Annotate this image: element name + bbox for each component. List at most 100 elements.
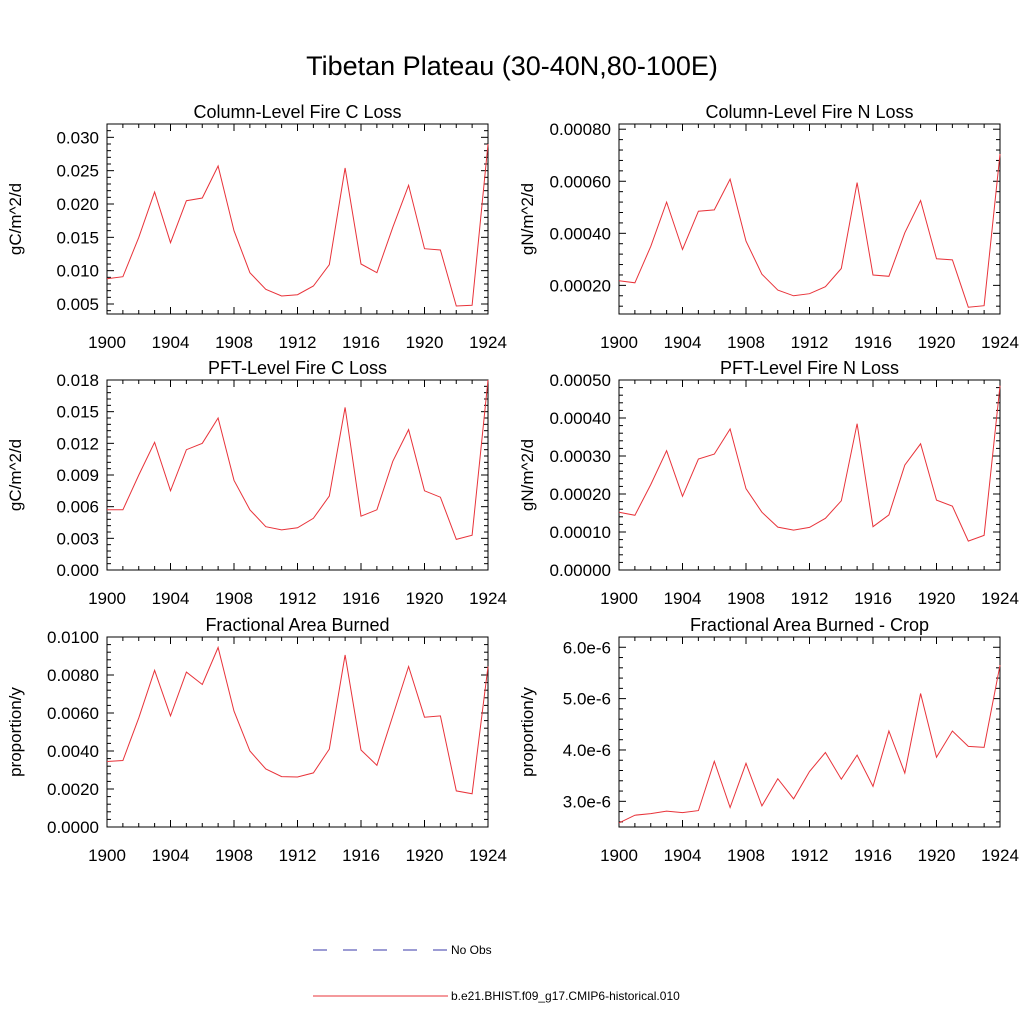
- x-tick-label: 1900: [88, 846, 126, 865]
- y-tick-label: 0.0100: [47, 628, 99, 647]
- chart-panel: PFT-Level Fire C Loss gC/m^2/d 1900 1904 190…: [6, 358, 507, 608]
- y-tick-label: 5.0e-6: [563, 690, 611, 709]
- x-tick-label: 1920: [918, 846, 956, 865]
- x-tick-label: 1916: [342, 846, 380, 865]
- x-tick-label: 1904: [664, 333, 702, 352]
- x-tick-label: 1904: [664, 589, 702, 608]
- plot-frame: [106, 379, 489, 571]
- x-tick-label: 1916: [854, 589, 892, 608]
- legend: No Obs b.e21.BHIST.f09_g17.CMIP6-historic…: [313, 943, 680, 1003]
- x-tick-label: 1904: [664, 846, 702, 865]
- y-tick-label: 0.010: [56, 262, 99, 281]
- y-axis-label: gN/m^2/d: [518, 439, 537, 511]
- y-tick-label: 0.0060: [47, 704, 99, 723]
- x-tick-label: 1908: [215, 846, 253, 865]
- y-tick-label: 0.00050: [550, 371, 611, 390]
- y-tick-label: 0.006: [56, 498, 99, 517]
- y-tick-label: 0.018: [56, 371, 99, 390]
- x-tick-label: 1900: [88, 589, 126, 608]
- y-axis-label: gC/m^2/d: [6, 183, 25, 255]
- y-tick-label: 0.00020: [550, 485, 611, 504]
- x-tick-label: 1924: [981, 589, 1019, 608]
- x-tick-label: 1900: [600, 333, 638, 352]
- y-tick-label: 0.0080: [47, 666, 99, 685]
- x-tick-label: 1908: [727, 333, 765, 352]
- legend-label: No Obs: [451, 943, 492, 957]
- panel-title: Fractional Area Burned - Crop: [690, 615, 929, 635]
- y-axis-label: proportion/y: [6, 687, 25, 777]
- y-tick-label: 0.009: [56, 466, 99, 485]
- y-tick-label: 0.015: [56, 228, 99, 247]
- chart-panel: Column-Level Fire N Loss gN/m^2/d 1900 1904…: [518, 102, 1019, 352]
- y-tick-label: 0.020: [56, 195, 99, 214]
- x-tick-label: 1912: [791, 333, 829, 352]
- x-tick-label: 1920: [918, 589, 956, 608]
- y-tick-label: 0.00010: [550, 523, 611, 542]
- y-tick-label: 0.005: [56, 295, 99, 314]
- chart-panel: PFT-Level Fire N Loss gN/m^2/d 1900 1904 190…: [518, 358, 1019, 608]
- chart-panel: Fractional Area Burned proportion/y 1900 19…: [6, 615, 507, 865]
- series-line: [618, 665, 1001, 824]
- y-tick-label: 0.000: [56, 561, 99, 580]
- series-line: [106, 143, 489, 307]
- panel-title: Column-Level Fire C Loss: [193, 102, 401, 122]
- x-tick-label: 1916: [342, 333, 380, 352]
- y-tick-label: 0.00020: [550, 276, 611, 295]
- series-line: [106, 645, 489, 795]
- x-tick-label: 1924: [469, 589, 507, 608]
- x-tick-label: 1912: [279, 589, 317, 608]
- plot-frame: [618, 379, 1001, 571]
- x-tick-label: 1908: [727, 846, 765, 865]
- x-tick-label: 1908: [215, 333, 253, 352]
- x-tick-label: 1904: [152, 846, 190, 865]
- y-tick-label: 6.0e-6: [563, 638, 611, 657]
- y-tick-label: 0.00000: [550, 561, 611, 580]
- y-tick-label: 0.00080: [550, 120, 611, 139]
- x-tick-label: 1904: [152, 589, 190, 608]
- y-tick-label: 0.00040: [550, 224, 611, 243]
- x-tick-label: 1924: [469, 846, 507, 865]
- panel-title: PFT-Level Fire C Loss: [208, 358, 387, 378]
- y-tick-label: 0.00060: [550, 172, 611, 191]
- x-tick-label: 1920: [406, 333, 444, 352]
- y-tick-label: 0.0000: [47, 818, 99, 837]
- plot-frame: [106, 123, 489, 315]
- plot-frame: [618, 123, 1001, 315]
- x-tick-label: 1912: [791, 589, 829, 608]
- x-tick-label: 1920: [918, 333, 956, 352]
- x-tick-label: 1908: [215, 589, 253, 608]
- figure-title: Tibetan Plateau (30-40N,80-100E): [306, 51, 718, 81]
- x-tick-label: 1916: [342, 589, 380, 608]
- legend-label: b.e21.BHIST.f09_g17.CMIP6-historical.010: [451, 989, 680, 1003]
- x-tick-label: 1900: [600, 589, 638, 608]
- y-tick-label: 0.025: [56, 162, 99, 181]
- panel-title: Fractional Area Burned: [205, 615, 389, 635]
- x-tick-label: 1916: [854, 846, 892, 865]
- y-tick-label: 0.0040: [47, 742, 99, 761]
- x-tick-label: 1912: [791, 846, 829, 865]
- x-tick-label: 1908: [727, 589, 765, 608]
- y-axis-label: proportion/y: [518, 687, 537, 777]
- x-tick-label: 1916: [854, 333, 892, 352]
- y-axis-label: gC/m^2/d: [6, 439, 25, 511]
- y-tick-label: 0.015: [56, 403, 99, 422]
- y-tick-label: 0.00040: [550, 409, 611, 428]
- chart-panel: Fractional Area Burned - Crop proportion/…: [518, 615, 1019, 865]
- x-tick-label: 1924: [981, 333, 1019, 352]
- y-tick-label: 0.030: [56, 128, 99, 147]
- x-tick-label: 1900: [600, 846, 638, 865]
- chart-panel: Column-Level Fire C Loss gC/m^2/d 1900 1904…: [6, 102, 507, 352]
- y-tick-label: 0.012: [56, 434, 99, 453]
- plot-frame: [618, 636, 1001, 828]
- x-tick-label: 1920: [406, 846, 444, 865]
- series-line: [618, 385, 1001, 542]
- y-tick-label: 0.00030: [550, 447, 611, 466]
- y-axis-label: gN/m^2/d: [518, 183, 537, 255]
- y-tick-label: 0.0020: [47, 780, 99, 799]
- series-line: [618, 153, 1001, 308]
- panel-title: Column-Level Fire N Loss: [705, 102, 913, 122]
- y-tick-label: 0.003: [56, 529, 99, 548]
- x-tick-label: 1904: [152, 333, 190, 352]
- x-tick-label: 1924: [469, 333, 507, 352]
